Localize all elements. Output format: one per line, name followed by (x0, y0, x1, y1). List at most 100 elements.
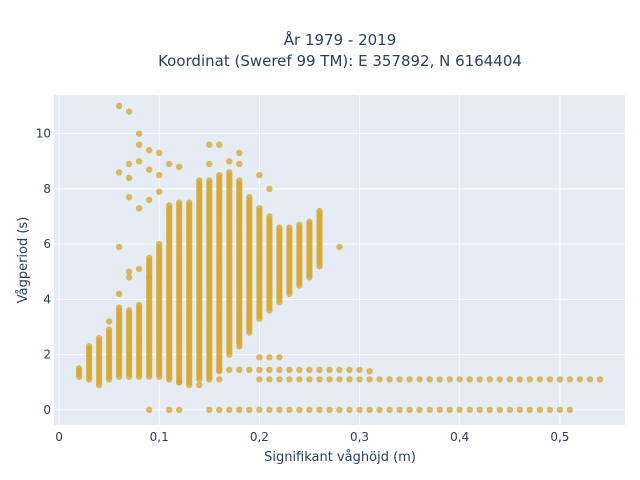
data-point (266, 366, 273, 373)
data-points (75, 102, 604, 413)
y-tick-label: 10 (36, 127, 51, 141)
data-point (176, 379, 183, 386)
data-point (466, 376, 473, 383)
data-point (596, 376, 604, 383)
data-point (316, 366, 323, 373)
data-point (266, 376, 273, 383)
data-point (135, 158, 143, 165)
data-point (356, 366, 363, 373)
data-point (226, 158, 233, 165)
data-point (556, 376, 564, 383)
x-tick-label: 0,4 (450, 430, 469, 444)
data-point (556, 406, 564, 413)
data-point (366, 368, 373, 375)
data-point (376, 406, 383, 413)
data-point (416, 376, 423, 383)
data-point (536, 406, 544, 413)
data-point (115, 304, 123, 311)
data-point (216, 366, 223, 373)
data-point (566, 406, 574, 413)
data-point (326, 366, 333, 373)
data-point (296, 376, 303, 383)
data-point (276, 376, 283, 383)
data-point (256, 354, 263, 361)
data-point (366, 376, 373, 383)
x-axis-ticks: 0 0,1 0,2 0,3 0,4 0,5 (55, 430, 569, 444)
data-point (206, 376, 213, 383)
data-point (125, 274, 133, 281)
data-point (125, 307, 133, 314)
x-tick-label: 0,1 (150, 430, 169, 444)
data-point (236, 366, 243, 373)
data-point (156, 240, 163, 248)
data-point (306, 376, 313, 383)
data-point (236, 177, 243, 184)
data-point (166, 202, 173, 209)
data-point (206, 160, 213, 168)
data-point (146, 166, 153, 173)
y-tick-label: 6 (43, 237, 51, 251)
data-point (226, 406, 233, 413)
x-tick-label: 0 (55, 430, 63, 444)
data-point (266, 354, 273, 361)
data-point (316, 376, 323, 383)
data-point (266, 213, 273, 220)
data-point (196, 381, 203, 389)
data-point (276, 406, 283, 413)
data-point (105, 318, 113, 325)
data-point (266, 185, 273, 193)
data-point (346, 376, 353, 383)
data-point (296, 366, 303, 373)
y-tick-label: 8 (43, 182, 51, 196)
data-point (146, 406, 153, 413)
data-point (236, 160, 243, 168)
y-tick-label: 2 (43, 348, 51, 362)
data-point (156, 149, 163, 157)
data-point (236, 406, 243, 413)
data-point (296, 406, 303, 413)
data-point (146, 274, 153, 281)
chart-subtitle: Koordinat (Sweref 99 TM): E 357892, N 61… (158, 52, 522, 70)
data-point (156, 171, 163, 179)
data-point (516, 376, 523, 383)
data-point (316, 406, 323, 413)
data-point (125, 174, 133, 181)
data-point (256, 205, 263, 212)
data-point (496, 406, 503, 413)
y-axis-ticks: 0 2 4 6 8 10 (36, 127, 51, 417)
x-tick-label: 0,5 (550, 430, 569, 444)
data-point (286, 376, 293, 383)
data-point (256, 376, 263, 383)
data-point (456, 406, 463, 413)
data-point (336, 243, 343, 251)
data-point (526, 406, 533, 413)
data-point (115, 290, 123, 297)
data-point (276, 366, 283, 373)
data-point (95, 334, 103, 342)
data-point (286, 406, 293, 413)
data-point (326, 406, 333, 413)
data-point (576, 376, 584, 383)
data-point (266, 406, 273, 413)
data-point (216, 406, 223, 413)
data-point (135, 141, 143, 148)
x-tick-label: 0,3 (350, 430, 369, 444)
data-point (336, 366, 343, 373)
data-point (496, 376, 503, 383)
data-point (386, 406, 393, 413)
data-point (226, 366, 233, 373)
data-point (376, 376, 383, 383)
data-point (206, 406, 213, 413)
data-point (356, 406, 363, 413)
data-point (296, 221, 303, 228)
data-point (135, 130, 143, 137)
data-point (156, 188, 163, 195)
data-point (75, 365, 83, 372)
data-point (476, 376, 483, 383)
data-point (436, 406, 443, 413)
data-point (246, 366, 253, 373)
data-point (336, 376, 343, 383)
data-point (256, 406, 263, 413)
data-point (466, 406, 473, 413)
data-point (216, 376, 223, 383)
